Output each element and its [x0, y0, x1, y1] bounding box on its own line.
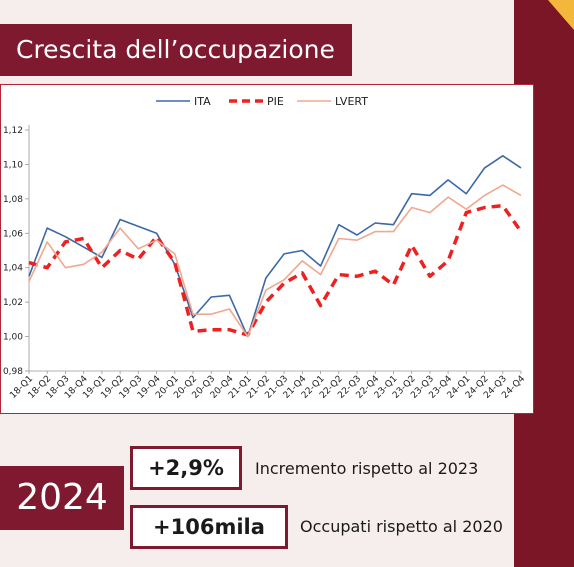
y-axis: 0,98 1,00 1,02 1,04 1,06 1,08 1,10 1,12 [3, 125, 30, 377]
x-axis: 18-Q118-Q218-Q318-Q419-Q119-Q219-Q319-Q4… [8, 370, 527, 401]
legend-label-lvert: LVERT [335, 95, 368, 108]
y-tick-label: 1,04 [3, 264, 23, 274]
chart-legend: ITA PIE LVERT [156, 95, 368, 108]
y-tick-label: 1,00 [3, 333, 23, 343]
y-tick-label: 1,10 [3, 160, 23, 170]
y-tick-label: 1,06 [3, 229, 23, 239]
stat-description-employed: Occupati rispetto al 2020 [300, 517, 503, 536]
y-tick-label: 1,12 [3, 126, 23, 136]
background-accent-shape [548, 0, 574, 30]
line-chart: ITA PIE LVERT 0,98 1,00 1,02 1,04 1,06 1,08 1,10… [3, 95, 527, 401]
y-tick-label: 1,08 [3, 195, 23, 205]
series-line-lvert [28, 184, 522, 338]
y-tick-label: 1,02 [3, 298, 23, 308]
stat-value-employed: +106mila [130, 505, 288, 549]
stat-value-growth: +2,9% [130, 446, 242, 490]
chart-series [28, 155, 523, 338]
series-line-ita [28, 155, 522, 338]
stat-description-growth: Incremento rispetto al 2023 [255, 459, 479, 478]
year-label: 2024 [0, 466, 124, 530]
line-chart-panel: ITA PIE LVERT 0,98 1,00 1,02 1,04 1,06 1,08 1,10… [0, 84, 534, 414]
y-tick-label: 0,98 [3, 367, 23, 377]
legend-label-pie: PIE [267, 95, 284, 108]
legend-label-ita: ITA [194, 95, 211, 108]
series-line-pie [28, 203, 523, 337]
slide-title: Crescita dell’occupazione [0, 24, 352, 76]
